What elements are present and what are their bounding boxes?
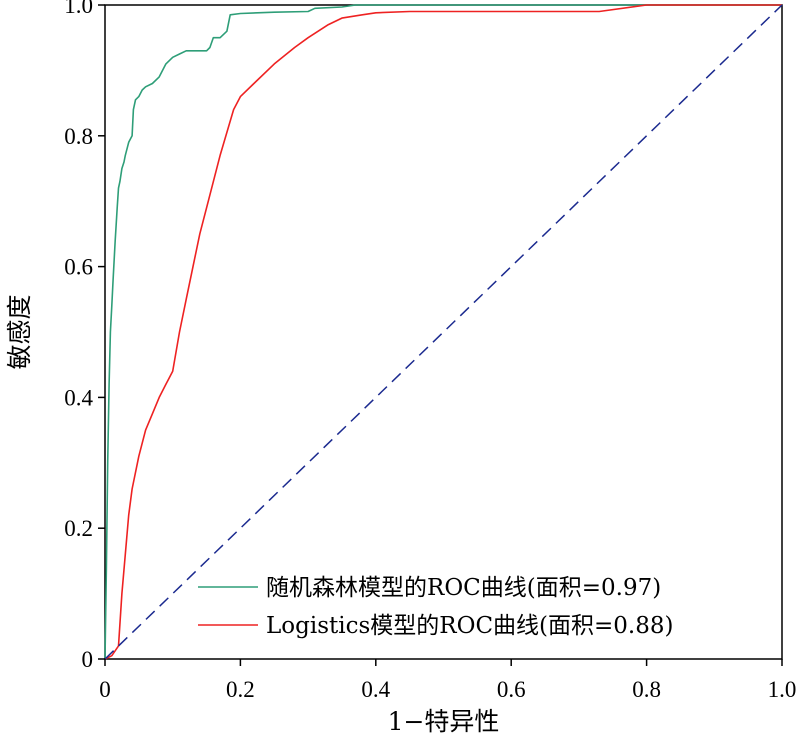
y-tick-label: 0 (82, 647, 94, 672)
y-tick-label: 1.0 (64, 0, 93, 18)
legend-label: Logistics模型的ROC曲线(面积=0.88) (266, 613, 674, 639)
reference-diagonal-line (104, 4, 783, 660)
x-tick-label: 0.8 (632, 677, 661, 702)
legend: 随机森林模型的ROC曲线(面积=0.97) Logistics模型的ROC曲线(面… (198, 575, 674, 639)
random-forest-roc-line (104, 4, 782, 660)
legend-label: 随机森林模型的ROC曲线(面积=0.97) (266, 575, 661, 601)
x-tick-label: 0.4 (361, 677, 390, 702)
x-tick-label: 1.0 (768, 677, 797, 702)
logistics-roc-line (104, 4, 782, 660)
x-axis-title: 1−特异性 (388, 707, 500, 736)
y-tick-label: 0.6 (64, 255, 93, 280)
x-tick-label: 0.2 (226, 677, 255, 702)
y-tick-label: 0.2 (64, 516, 93, 541)
y-axis-title: 敏感度 (5, 294, 34, 369)
y-tick-label: 0.4 (64, 385, 93, 410)
x-tick-label: 0 (99, 677, 111, 702)
series-layer (104, 4, 783, 660)
axes-layer: 0 0.2 0.4 0.6 0.8 1.0 0 0.2 0.4 0.6 0.8 1.0 (64, 0, 796, 702)
y-tick-label: 0.8 (64, 124, 93, 149)
x-tick-label: 0.6 (497, 677, 526, 702)
